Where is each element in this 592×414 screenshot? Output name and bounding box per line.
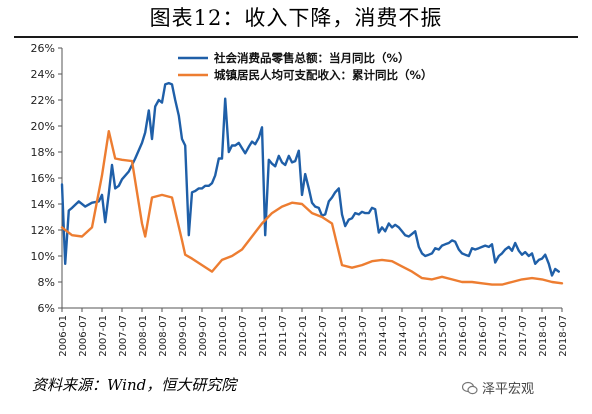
y-tick-label: 8%: [38, 276, 55, 289]
y-tick-label: 16%: [31, 172, 55, 185]
x-tick-label: 2018-07: [558, 315, 569, 357]
x-tick-label: 2017-07: [518, 315, 529, 357]
x-tick-label: 2007-01: [98, 315, 109, 357]
x-tick-label: 2015-01: [418, 315, 429, 357]
x-tick-label: 2013-01: [338, 315, 349, 357]
y-tick-label: 14%: [31, 198, 55, 211]
line-chart: 6% 8% 10% 12% 14% 16% 18% 20% 22% 24% 26% 2006-01 20…: [31, 42, 569, 357]
x-tick-label: 2011-01: [258, 315, 269, 357]
x-tick-label: 2016-07: [478, 315, 489, 357]
x-tick-label: 2008-07: [158, 315, 169, 357]
title-divider: [14, 36, 578, 38]
x-tick-label: 2012-07: [318, 315, 329, 357]
watermark-label: 泽平宏观: [482, 382, 535, 397]
y-tick-label: 26%: [31, 42, 55, 55]
x-tick-label: 2010-01: [218, 315, 229, 357]
x-tick-label: 2011-07: [278, 315, 289, 357]
x-tick-label: 2014-01: [378, 315, 389, 357]
y-tick-label: 10%: [31, 250, 55, 263]
x-tick-label: 2007-07: [118, 315, 129, 357]
x-tick-label: 2013-07: [358, 315, 369, 357]
y-tick-label: 6%: [38, 302, 55, 315]
y-tick-label: 22%: [31, 94, 55, 107]
x-tick-label: 2010-07: [238, 315, 249, 357]
chart-title: 图表12：收入下降，消费不振: [149, 6, 443, 30]
x-tick-label: 2017-01: [498, 315, 509, 357]
x-tick-label: 2006-01: [58, 315, 69, 357]
series-line-2: [60, 130, 564, 286]
x-tick-label: 2015-07: [438, 315, 449, 357]
y-tick-label: 20%: [31, 120, 55, 133]
watermark: 泽平宏观: [462, 378, 534, 397]
legend-label-1: 社会消费品零售总额：当月同比（%）: [213, 51, 410, 65]
x-tick-label: 2008-01: [138, 315, 149, 357]
x-tick-label: 2016-01: [458, 315, 469, 357]
x-tick-label: 2012-01: [298, 315, 309, 357]
x-tick-label: 2014-07: [398, 315, 409, 357]
x-tick-label: 2006-07: [78, 315, 89, 357]
wechat-icon: [462, 381, 478, 394]
x-tick-label: 2009-01: [178, 315, 189, 357]
source-note: 资料来源：Wind，恒大研究院: [32, 376, 237, 394]
y-tick-label: 12%: [31, 224, 55, 237]
y-tick-label: 18%: [31, 146, 55, 159]
y-tick-label: 24%: [31, 68, 55, 81]
x-tick-label: 2018-01: [538, 315, 549, 357]
series-line-1: [60, 81, 560, 277]
legend-label-2: 城镇居民人均可支配收入：累计同比（%）: [214, 68, 433, 82]
x-tick-label: 2009-07: [198, 315, 209, 357]
